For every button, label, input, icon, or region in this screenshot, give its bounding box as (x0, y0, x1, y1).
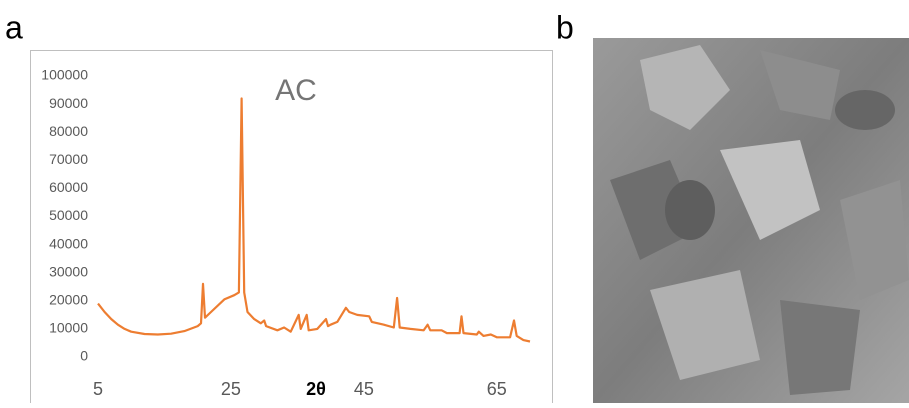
chart-frame (30, 50, 553, 408)
y-tick-label: 10000 (49, 320, 88, 336)
y-tick-label: 40000 (49, 235, 88, 251)
x-tick-label: 65 (487, 379, 507, 399)
x-tick-label: 45 (354, 379, 374, 399)
panel-label: a (5, 9, 23, 45)
y-tick-label: 20000 (49, 292, 88, 308)
x-tick-label: 25 (221, 379, 241, 399)
y-tick-label: 70000 (49, 151, 88, 167)
y-tick-label: 80000 (49, 123, 88, 139)
y-tick-label: 50000 (49, 207, 88, 223)
y-tick-label: 60000 (49, 179, 88, 195)
y-tick-label: 100000 (41, 67, 88, 83)
y-tick-label: 30000 (49, 263, 88, 279)
y-tick-label: 0 (80, 348, 88, 364)
y-tick-label: 90000 (49, 95, 88, 111)
data-line (97, 97, 531, 343)
x-axis-label: 2θ (306, 379, 326, 399)
panel-label: b (556, 9, 574, 45)
x-tick-label: 5 (93, 379, 103, 399)
sem-image (593, 38, 909, 403)
chart-title: AC (275, 74, 317, 107)
